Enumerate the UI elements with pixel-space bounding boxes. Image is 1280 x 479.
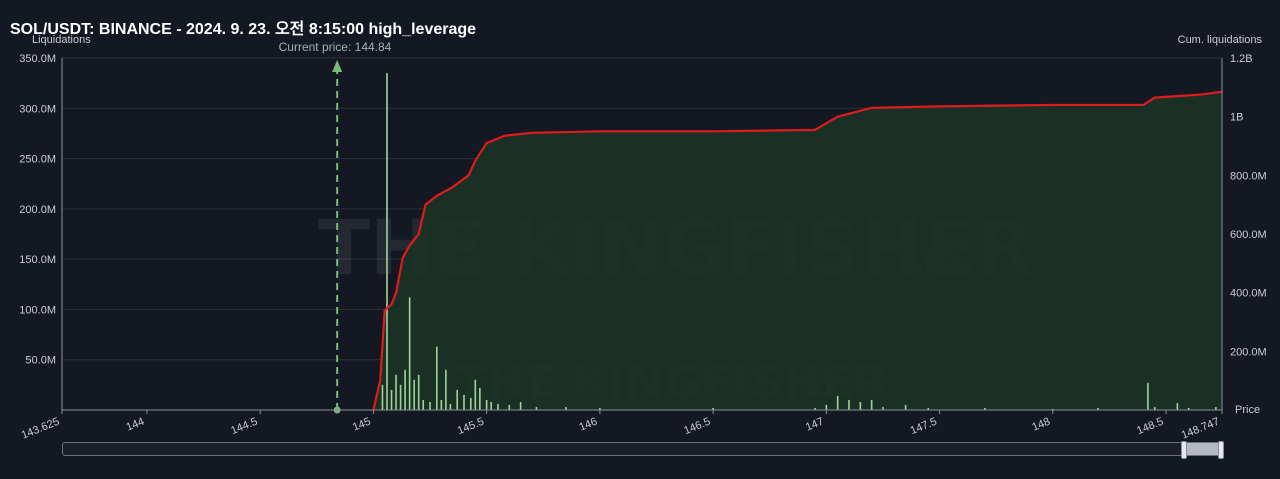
y-right-tick-label: 1B xyxy=(1230,112,1243,124)
liquidation-bar xyxy=(422,399,425,410)
liquidation-bar xyxy=(399,384,402,410)
liquidation-bar xyxy=(508,404,511,410)
liquidation-bar xyxy=(479,387,481,410)
liquidation-bar xyxy=(1187,407,1190,410)
y-right-tick-label: 600.0M xyxy=(1230,229,1267,241)
liquidation-bar xyxy=(404,369,406,410)
liquidation-bar xyxy=(836,395,839,410)
x-tick-label: 146.5 xyxy=(682,416,712,437)
liquidation-bar xyxy=(497,403,499,410)
liquidation-bar xyxy=(565,406,567,410)
liquidation-bar xyxy=(436,346,438,410)
x-tick-label: 148 xyxy=(1030,416,1052,434)
x-axis-label: Price xyxy=(1235,404,1260,416)
y-right-tick-label: 200.0M xyxy=(1230,346,1267,358)
y-right-tick-label: 800.0M xyxy=(1230,170,1267,182)
liquidation-bar xyxy=(445,369,447,410)
liquidation-bar xyxy=(904,404,907,410)
liquidation-bar xyxy=(429,401,431,410)
current-price-arrow-icon xyxy=(332,60,343,72)
liquidation-bar xyxy=(469,397,472,410)
liquidation-bar xyxy=(825,404,828,410)
liquidation-bar xyxy=(1153,406,1156,410)
cumulative-line xyxy=(372,90,1223,411)
liquidation-bar xyxy=(814,407,816,410)
liquidation-bar xyxy=(870,399,873,410)
x-tick-label: 145.5 xyxy=(456,416,486,437)
liquidation-bar xyxy=(1147,382,1149,410)
liquidation-bar xyxy=(413,379,415,410)
liquidation-bar xyxy=(1215,406,1217,410)
liquidation-bar xyxy=(848,399,850,410)
slider-window[interactable] xyxy=(1183,443,1221,455)
x-tick-label: 147.5 xyxy=(909,416,939,437)
y-right-tick-label: 400.0M xyxy=(1230,288,1267,300)
liquidation-bar xyxy=(474,379,477,410)
y-left-tick-label: 250.0M xyxy=(19,154,56,166)
liquidation-bar xyxy=(1097,407,1099,410)
cumulative-area-fill xyxy=(373,91,1222,410)
x-tick-label: 143.625 xyxy=(20,416,61,442)
y-left-tick-label: 150.0M xyxy=(19,254,56,266)
liquidation-bar xyxy=(1176,402,1179,410)
left-axis-label: Liquidations xyxy=(32,34,91,46)
x-tick-label: 145 xyxy=(351,416,373,434)
x-tick-label: 146 xyxy=(577,416,599,434)
chart-title: SOL/USDT: BINANCE - 2024. 9. 23. 오전 8:15… xyxy=(10,21,477,38)
liquidation-bar xyxy=(535,406,538,410)
x-tick-label: 144 xyxy=(125,416,147,434)
y-right-tick-label: 1.2B xyxy=(1230,53,1253,65)
x-tick-label: 144.5 xyxy=(229,416,259,437)
cumulative-area xyxy=(373,91,1222,410)
liquidation-bar xyxy=(490,401,492,410)
liquidation-bar xyxy=(485,399,488,410)
slider-right-handle[interactable] xyxy=(1218,441,1224,459)
liquidation-bar xyxy=(417,374,420,410)
y-left-tick-label: 100.0M xyxy=(19,304,56,316)
liquidation-bar xyxy=(395,374,397,410)
liquidation-bar xyxy=(390,389,393,410)
liquidation-bar xyxy=(381,384,384,410)
liquidation-bar xyxy=(519,401,522,410)
x-tick-label: 147 xyxy=(804,416,826,434)
cumulative-line-path xyxy=(372,90,1223,411)
y-left-tick-label: 300.0M xyxy=(19,103,56,115)
liquidation-bar xyxy=(927,407,930,410)
x-tick-label: 148.5 xyxy=(1135,416,1165,437)
liquidation-bar xyxy=(456,389,458,410)
x-tick-label: 148.747 xyxy=(1180,416,1221,442)
y-left-tick-label: 350.0M xyxy=(19,53,56,65)
liquidation-bar xyxy=(712,407,714,410)
liquidation-bars xyxy=(381,73,1217,410)
liquidation-bar xyxy=(408,297,411,410)
liquidation-bar xyxy=(882,406,884,410)
zoom-slider[interactable] xyxy=(62,441,1224,459)
liquidation-bar xyxy=(859,401,862,410)
right-axis-label: Cum. liquidations xyxy=(1178,34,1263,46)
current-price-label: Current price: 144.84 xyxy=(279,40,392,54)
slider-left-handle[interactable] xyxy=(1181,441,1187,459)
liquidation-bar xyxy=(1052,408,1054,410)
liquidation-bar xyxy=(449,403,452,410)
y-left-tick-label: 200.0M xyxy=(19,204,56,216)
liquidation-bar xyxy=(386,73,388,410)
liquidation-bar xyxy=(463,394,465,410)
liquidation-bar xyxy=(440,399,443,410)
y-left-tick-label: 50.0M xyxy=(25,355,56,367)
liquidation-bar xyxy=(984,407,986,410)
liquidation-bar xyxy=(599,407,601,410)
